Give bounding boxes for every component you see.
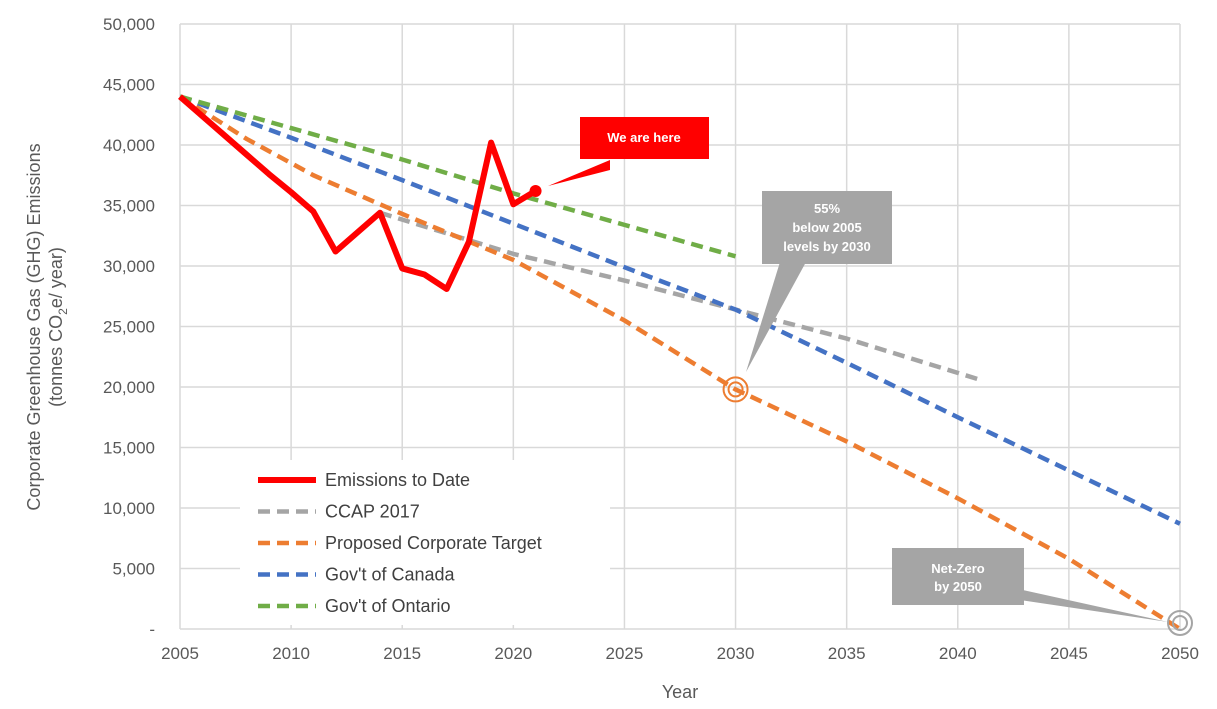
x-tick-label: 2010 — [272, 644, 310, 663]
series-line-gov-t-of-canada — [179, 94, 1181, 526]
y-axis-label-line1: Corporate Greenhouse Gas (GHG) Emissions — [24, 143, 44, 510]
we-are-here-box — [580, 117, 709, 159]
x-tick-label: 2020 — [494, 644, 532, 663]
y-axis-label-line2: (tonnes CO2e/ year) — [46, 247, 70, 407]
y-tick-label: 35,000 — [103, 197, 155, 216]
target-2030-pointer — [746, 262, 806, 372]
legend-entry: Emissions to Date — [325, 470, 470, 490]
series-line-proposed-corporate-target — [178, 94, 1182, 631]
y-tick-label: 50,000 — [103, 15, 155, 34]
x-tick-label: 2025 — [606, 644, 644, 663]
target-2030-label: 55% — [814, 201, 840, 216]
net-zero-label: by 2050 — [934, 579, 982, 594]
we-are-here-label: We are here — [607, 130, 680, 145]
net-zero-circle-outer — [1167, 610, 1193, 636]
legend-entry: Proposed Corporate Target — [325, 533, 542, 553]
x-tick-label: 2040 — [939, 644, 977, 663]
series-line-ccap-2017 — [379, 210, 981, 382]
y-tick-label: 15,000 — [103, 439, 155, 458]
y-tick-label: - — [149, 620, 155, 639]
current-point-marker — [529, 184, 542, 197]
y-tick-label: 20,000 — [103, 378, 155, 397]
target-2030-label: levels by 2030 — [783, 239, 870, 254]
x-tick-label: 2015 — [383, 644, 421, 663]
net-zero-label: Net-Zero — [931, 561, 985, 576]
legend-entry: Gov't of Canada — [325, 565, 456, 585]
legend-entry: CCAP 2017 — [325, 502, 420, 522]
net-zero-pointer — [1000, 585, 1168, 622]
x-tick-label: 2045 — [1050, 644, 1088, 663]
y-tick-label: 10,000 — [103, 499, 155, 518]
x-axis-label: Year — [662, 682, 698, 702]
target-2030-circle-inner — [727, 381, 744, 398]
series-line-emissions-to-date — [178, 94, 538, 292]
x-tick-label: 2035 — [828, 644, 866, 663]
y-tick-label: 40,000 — [103, 136, 155, 155]
x-tick-label: 2005 — [161, 644, 199, 663]
target-2030-circle-outer — [722, 376, 749, 403]
net-zero-box — [892, 548, 1024, 605]
y-tick-label: 25,000 — [103, 318, 155, 337]
net-zero-circle-inner — [1172, 615, 1188, 631]
target-2030-label: below 2005 — [792, 220, 861, 235]
y-tick-label: 5,000 — [112, 560, 155, 579]
target-2030-box — [762, 191, 892, 264]
y-tick-label: 30,000 — [103, 257, 155, 276]
x-tick-label: 2050 — [1161, 644, 1199, 663]
x-tick-label: 2030 — [717, 644, 755, 663]
y-tick-label: 45,000 — [103, 76, 155, 95]
series-line-gov-t-of-ontario — [179, 94, 737, 259]
legend-entry: Gov't of Ontario — [325, 596, 451, 616]
we-are-here-pointer — [548, 160, 610, 186]
